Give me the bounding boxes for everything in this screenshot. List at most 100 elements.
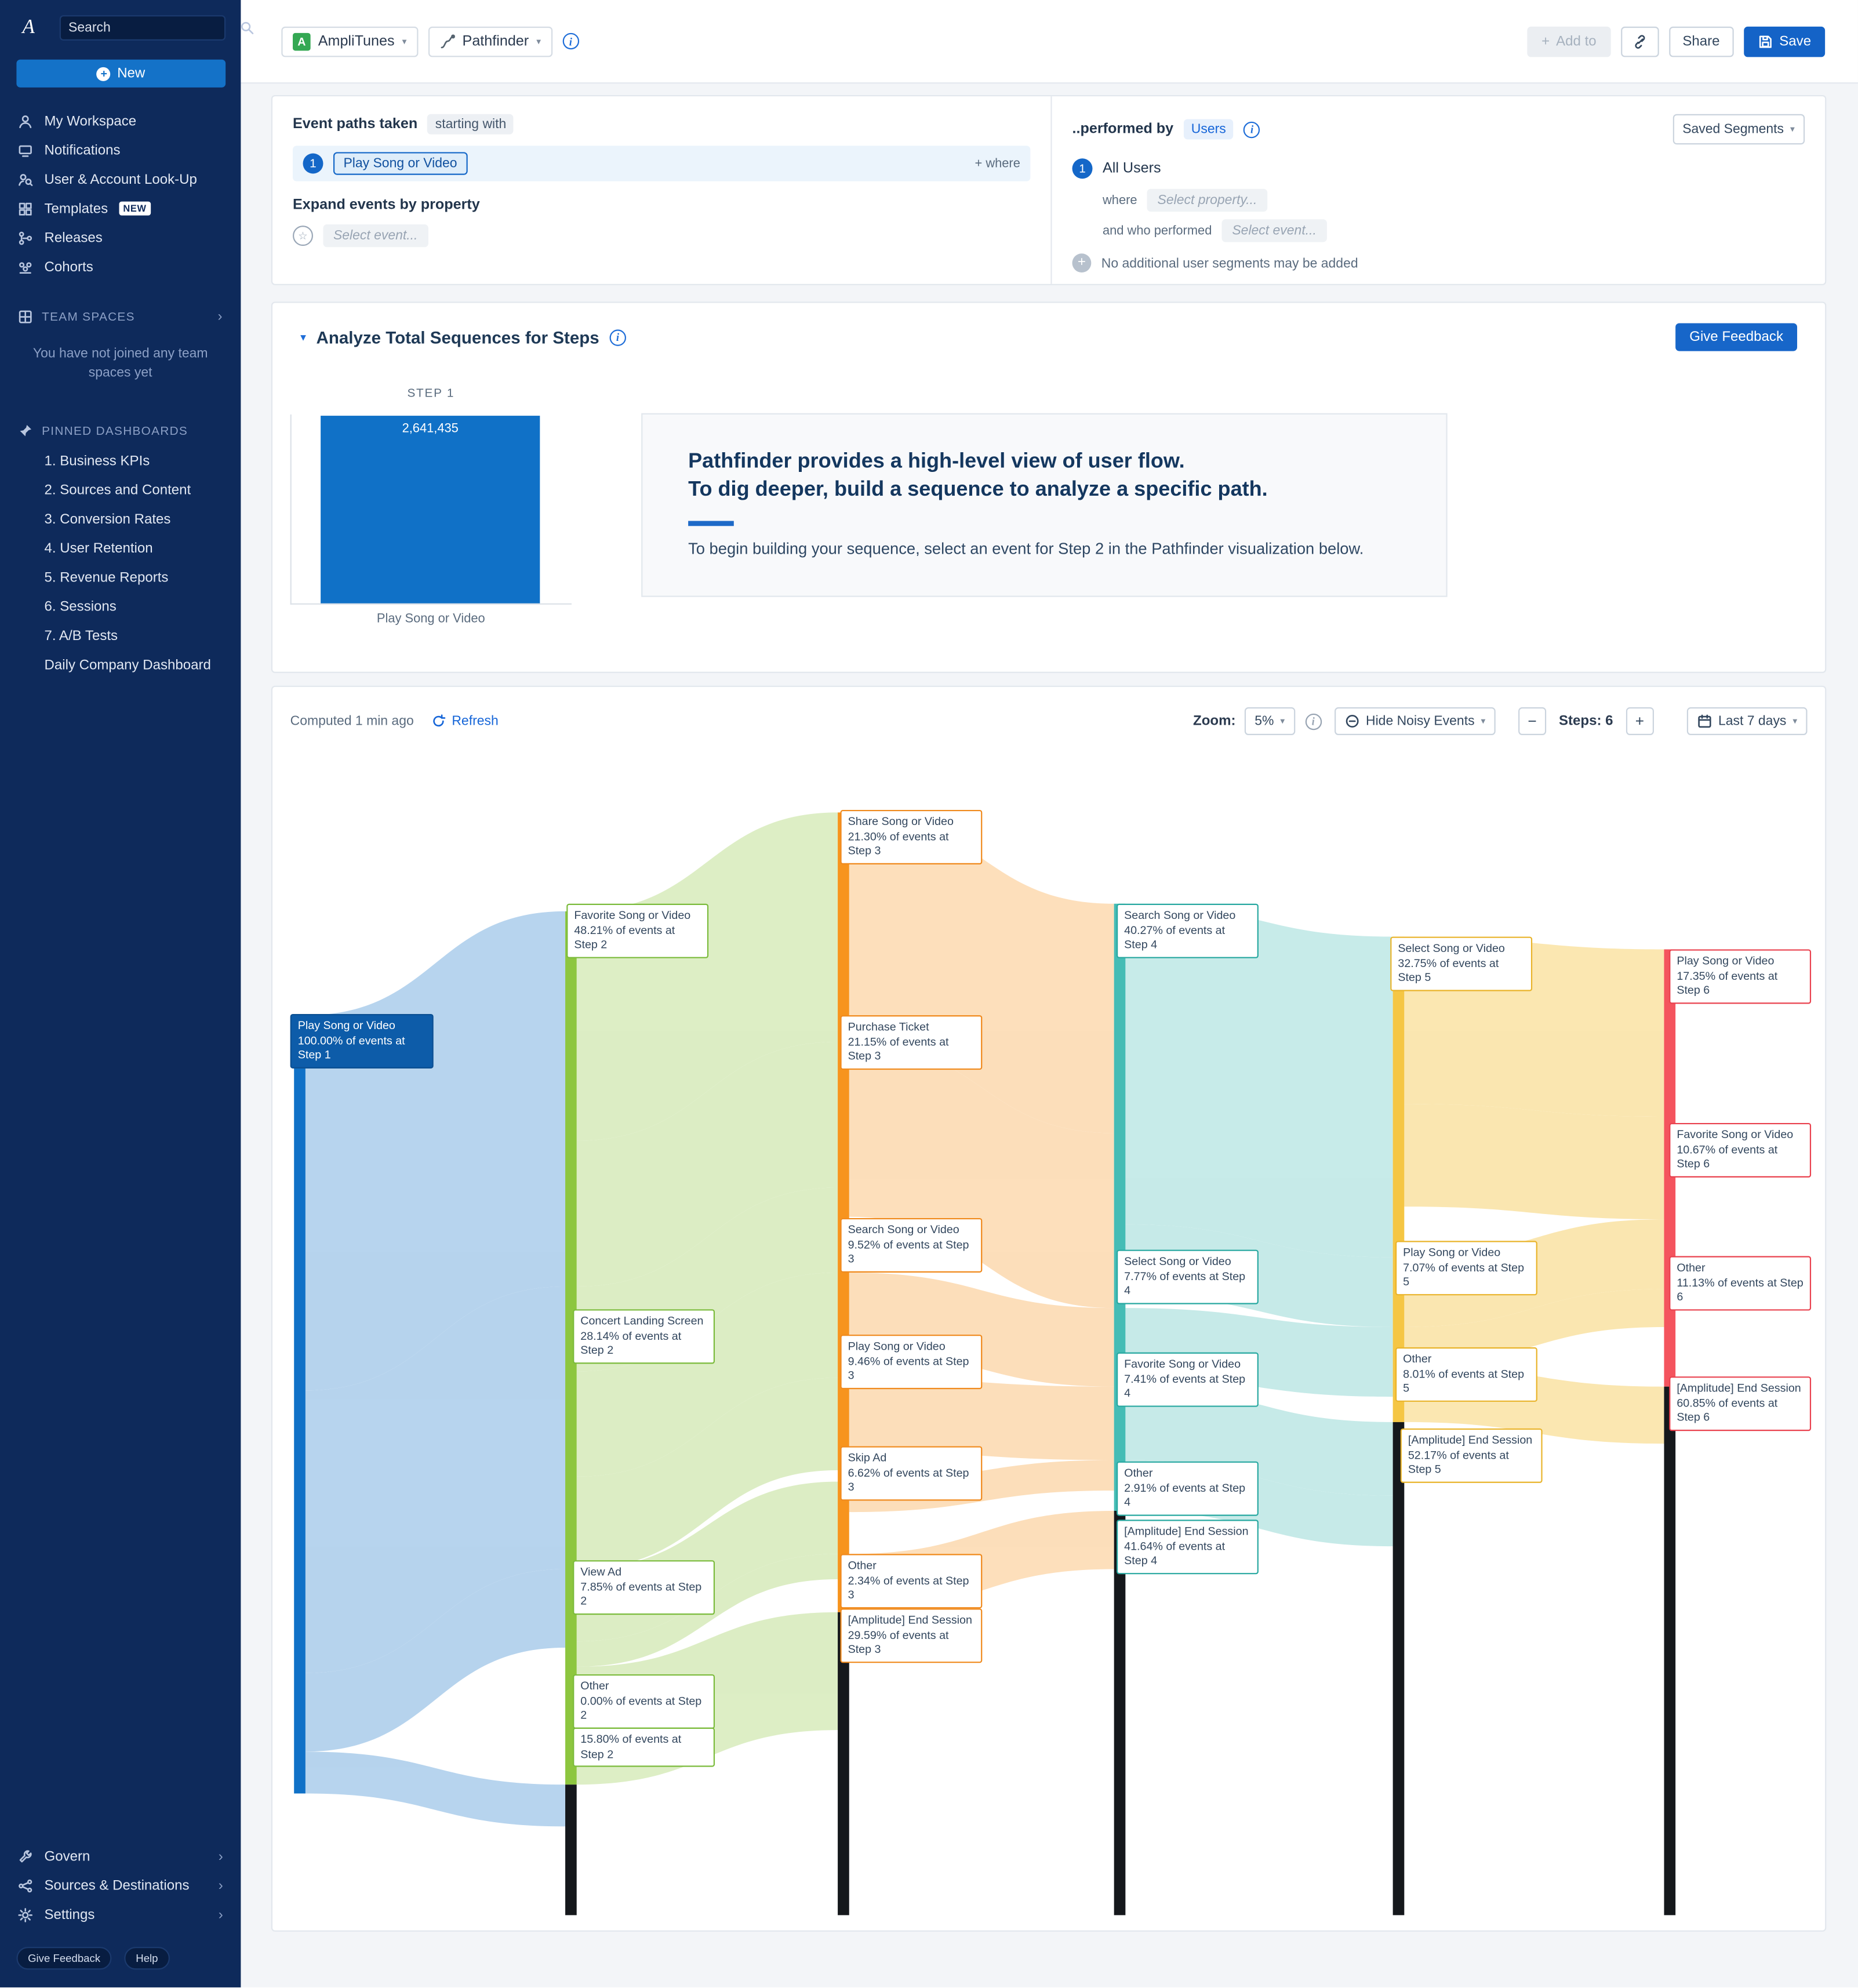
sankey-node-play-step5[interactable]: Play Song or Video 7.07% of events at St… (1395, 1241, 1537, 1296)
give-feedback-pill[interactable]: Give Feedback (16, 1947, 112, 1970)
sankey-node-end-session-step3[interactable]: [Amplitude] End Session 29.59% of events… (840, 1608, 983, 1663)
sidebar-item-releases[interactable]: Releases (0, 223, 241, 252)
page-chip[interactable]: Pathfinder ▾ (428, 26, 552, 57)
save-button[interactable]: Save (1744, 26, 1826, 57)
sidebar-item-templates[interactable]: Templates NEW (0, 194, 241, 223)
node-detail: 17.35% of events at Step 6 (1677, 969, 1778, 997)
sankey-node-search-step3[interactable]: Search Song or Video 9.52% of events at … (840, 1217, 983, 1273)
sankey-end-session-bar-step2[interactable] (565, 1785, 577, 1916)
starting-with-selector[interactable]: starting with (427, 114, 514, 135)
sidebar-item-notifications[interactable]: Notifications (0, 136, 241, 165)
sidebar-item-govern[interactable]: Govern › (0, 1842, 241, 1871)
sankey-node-concert-step2[interactable]: Concert Landing Screen 28.14% of events … (573, 1309, 715, 1364)
start-event-chip[interactable]: Play Song or Video (333, 152, 468, 175)
sankey-end-session-bar-step5[interactable] (1392, 1422, 1405, 1916)
sankey-node-select-step5[interactable]: Select Song or Video 32.75% of events at… (1390, 936, 1533, 991)
node-detail: 7.41% of events at Step 4 (1124, 1372, 1246, 1400)
dashboard-item-revenue-reports[interactable]: 5. Revenue Reports (0, 563, 241, 592)
date-range-button[interactable]: Last 7 days ▾ (1686, 707, 1808, 735)
sankey-end-session-bar-step3[interactable] (838, 1612, 849, 1916)
sankey-node-other-step5[interactable]: Other 8.01% of events at Step 5 (1395, 1347, 1537, 1402)
sankey-node-end-session-step4[interactable]: [Amplitude] End Session 41.64% of events… (1117, 1520, 1259, 1575)
sankey-end-session-bar-step6[interactable] (1664, 1386, 1676, 1916)
select-event-input[interactable]: Select event... (323, 224, 428, 248)
dashboard-item-user-retention[interactable]: 4. User Retention (0, 533, 241, 562)
sankey-node-skip-ad-step3[interactable]: Skip Ad 6.62% of events at Step 3 (840, 1446, 983, 1501)
dashboard-item-sources-content[interactable]: 2. Sources and Content (0, 475, 241, 504)
sidebar-item-sources-destinations[interactable]: Sources & Destinations › (0, 1871, 241, 1900)
pinned-dashboards-label: PINNED DASHBOARDS (42, 424, 188, 438)
sankey-node-end-session-step6[interactable]: [Amplitude] End Session 60.85% of events… (1669, 1376, 1812, 1431)
give-feedback-button[interactable]: Give Feedback (1675, 323, 1798, 351)
sankey-node-other-step4[interactable]: Other 2.91% of events at Step 4 (1117, 1461, 1259, 1516)
step1-bar[interactable]: 2,641,435 (321, 416, 540, 604)
help-pill[interactable]: Help (124, 1947, 170, 1970)
collapse-chevron-icon[interactable]: ▾ (300, 330, 307, 343)
sankey-node-bar-step3[interactable] (838, 812, 849, 1612)
node-name: Play Song or Video (297, 1019, 395, 1032)
sidebar-item-my-workspace[interactable]: My Workspace (0, 107, 241, 136)
dashboard-item-daily-company[interactable]: Daily Company Dashboard (0, 650, 241, 679)
dashboard-item-business-kpis[interactable]: 1. Business KPIs (0, 446, 241, 475)
decrease-steps-button[interactable]: − (1518, 707, 1547, 735)
wrench-icon (19, 1849, 32, 1862)
chevron-down-icon: ▾ (536, 37, 541, 46)
team-spaces-header[interactable]: TEAM SPACES › (0, 304, 241, 330)
sankey-node-select-step4[interactable]: Select Song or Video 7.77% of events at … (1117, 1249, 1259, 1304)
sankey-node-play-step6[interactable]: Play Song or Video 17.35% of events at S… (1669, 949, 1812, 1004)
segment-number-badge: 1 (1072, 158, 1093, 179)
sankey-node-favorite-step4[interactable]: Favorite Song or Video 7.41% of events a… (1117, 1352, 1259, 1407)
sankey-node-favorite-step6[interactable]: Favorite Song or Video 10.67% of events … (1669, 1122, 1812, 1178)
info-icon[interactable]: i (609, 329, 626, 346)
workspace-icon: A (293, 32, 311, 50)
sankey-node-play-song-step1[interactable]: Play Song or Video 100.00% of events at … (290, 1013, 434, 1069)
sankey-node-end-session-step2[interactable]: 15.80% of events at Step 2 (573, 1727, 715, 1768)
add-where-link[interactable]: + where (975, 156, 1020, 171)
info-icon[interactable]: i (1243, 121, 1260, 138)
search-input[interactable] (68, 20, 240, 36)
refresh-button[interactable]: Refresh (431, 714, 499, 729)
info-icon[interactable]: i (562, 32, 579, 50)
zoom-select[interactable]: 5% ▾ (1244, 707, 1295, 735)
sankey-node-bar-step1[interactable] (294, 1015, 306, 1794)
sidebar-item-cohorts[interactable]: Cohorts (0, 252, 241, 281)
node-name: Share Song or Video (848, 815, 954, 828)
sankey-node-purchase-step3[interactable]: Purchase Ticket 21.15% of events at Step… (840, 1015, 983, 1070)
workspace-chip[interactable]: A AmpliTunes ▾ (281, 26, 419, 57)
sankey-node-other-step6[interactable]: Other 11.13% of events at Step 6 (1669, 1256, 1812, 1311)
sankey-node-search-step4[interactable]: Search Song or Video 40.27% of events at… (1117, 903, 1259, 958)
sankey-node-play-step3[interactable]: Play Song or Video 9.46% of events at St… (840, 1335, 983, 1390)
saved-segments-button[interactable]: Saved Segments ▾ (1672, 114, 1805, 145)
sankey-end-session-bar-step4[interactable] (1114, 1510, 1126, 1916)
search-box[interactable] (59, 15, 254, 41)
dashboard-item-ab-tests[interactable]: 7. A/B Tests (0, 621, 241, 650)
amplitude-logo-icon[interactable]: A (11, 10, 46, 45)
sidebar-item-user-account-lookup[interactable]: User & Account Look-Up (0, 165, 241, 194)
add-to-button[interactable]: + Add to (1528, 26, 1610, 57)
new-button[interactable]: + New (16, 59, 226, 88)
sankey-node-bar-step5[interactable] (1392, 936, 1405, 1422)
sankey-node-share-step3[interactable]: Share Song or Video 21.30% of events at … (840, 809, 983, 865)
select-property-input[interactable]: Select property... (1147, 188, 1267, 212)
sankey-node-other-step3[interactable]: Other 2.34% of events at Step 3 (840, 1554, 983, 1609)
pin-icon (20, 425, 31, 437)
bar-chart-axes: 2,641,435 (290, 414, 572, 605)
hide-noisy-events-button[interactable]: Hide Noisy Events ▾ (1334, 707, 1496, 735)
users-selector[interactable]: Users (1183, 119, 1234, 140)
share-button[interactable]: Share (1668, 26, 1734, 57)
info-icon[interactable]: i (1305, 713, 1322, 730)
select-event-input[interactable]: Select event... (1221, 219, 1327, 242)
dashboard-item-sessions[interactable]: 6. Sessions (0, 592, 241, 621)
all-users-label[interactable]: All Users (1102, 161, 1161, 176)
sankey-node-view-ad-step2[interactable]: View Ad 7.85% of events at Step 2 (573, 1560, 715, 1615)
increase-steps-button[interactable]: + (1626, 707, 1654, 735)
copy-link-button[interactable] (1620, 26, 1659, 57)
dashboard-item-label: 3. Conversion Rates (44, 511, 171, 527)
sankey-node-favorite-step2[interactable]: Favorite Song or Video 48.21% of events … (566, 903, 709, 958)
sankey-node-end-session-step5[interactable]: [Amplitude] End Session 52.17% of events… (1400, 1428, 1543, 1483)
sankey-node-bar-step4[interactable] (1114, 903, 1126, 1511)
sankey-node-other-step2[interactable]: Other 0.00% of events at Step 2 (573, 1674, 715, 1729)
dashboard-item-conversion-rates[interactable]: 3. Conversion Rates (0, 504, 241, 533)
sidebar-item-settings[interactable]: Settings › (0, 1900, 241, 1929)
topbar: A AmpliTunes ▾ Pathfinder ▾ i + Add to S… (241, 0, 1858, 84)
